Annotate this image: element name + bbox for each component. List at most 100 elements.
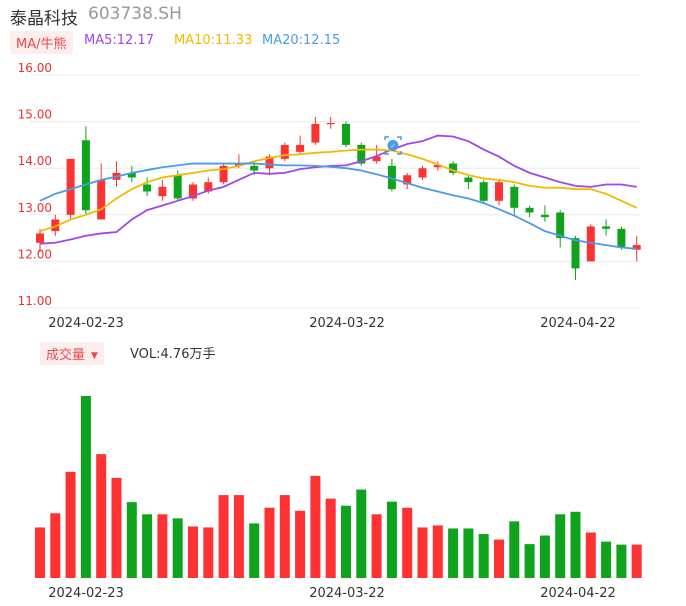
- volume-bar: [616, 544, 627, 578]
- volume-bar: [325, 498, 336, 578]
- candle-body: [372, 156, 381, 162]
- candle-body: [602, 226, 611, 229]
- volume-tag-label: 成交量: [46, 348, 86, 363]
- volume-bar: [386, 501, 397, 578]
- volume-series: [35, 396, 642, 578]
- price-grid: [30, 74, 640, 309]
- caret-down-icon: ▼: [91, 350, 98, 361]
- volume-bar: [448, 528, 459, 578]
- volume-bar: [249, 523, 260, 578]
- stock-code: 603738.SH: [88, 4, 182, 24]
- volume-bar: [432, 525, 443, 578]
- candle-body: [479, 182, 488, 201]
- candle-down: [602, 219, 611, 236]
- candle-up: [372, 144, 381, 164]
- x-tick-label: 2024-02-23: [48, 316, 124, 331]
- candle-body: [632, 245, 641, 250]
- candle-down: [540, 205, 549, 222]
- candle-body: [51, 219, 60, 232]
- candle-body: [280, 144, 289, 159]
- volume-bar: [218, 495, 229, 578]
- candle-down: [81, 126, 90, 215]
- volume-bar: [494, 539, 504, 578]
- candle-up: [112, 161, 121, 187]
- candle-body: [250, 165, 259, 171]
- volume-bar: [157, 514, 168, 578]
- candle-body: [204, 182, 213, 192]
- candle-down: [510, 184, 519, 215]
- volume-bar: [111, 477, 122, 578]
- candle-up: [433, 161, 442, 171]
- candle-body: [540, 214, 549, 218]
- ma5-line: [39, 134, 637, 245]
- y-tick-label: 12.00: [18, 247, 52, 261]
- volume-bar: [188, 526, 198, 578]
- candle-body: [586, 226, 595, 262]
- ma-indicator-selector[interactable]: MA/牛熊: [10, 31, 73, 54]
- volume-indicator-selector[interactable]: 成交量 ▼: [40, 342, 104, 365]
- volume-bar: [356, 489, 367, 578]
- candle-body: [219, 165, 228, 183]
- volume-bar: [65, 471, 76, 578]
- volume-bar: [631, 544, 642, 578]
- candle-body: [296, 144, 305, 152]
- candle-body: [357, 144, 366, 164]
- candle-up: [189, 182, 197, 201]
- candle-body: [525, 207, 534, 213]
- candle-down: [342, 121, 350, 148]
- ma20-line: [39, 162, 637, 250]
- stock-name: 泰晶科技: [10, 9, 78, 29]
- volume-date-axis-labels: 2024-02-23 2024-03-22 2024-04-22: [48, 586, 616, 601]
- candle-up: [296, 135, 305, 155]
- candle-body: [617, 228, 626, 248]
- y-tick-label: 15.00: [18, 108, 52, 122]
- candle-down: [127, 165, 136, 183]
- volume-bar: [371, 514, 382, 578]
- volume-bar: [295, 510, 306, 578]
- candle-body: [326, 122, 335, 125]
- candle-up: [158, 179, 167, 201]
- candle-up: [51, 214, 60, 236]
- candle-down: [479, 179, 488, 204]
- y-tick-label: 16.00: [18, 61, 52, 75]
- svg-text:✓: ✓: [390, 143, 395, 150]
- volume-bar: [80, 396, 91, 578]
- y-tick-label: 11.00: [18, 294, 52, 308]
- volume-bar: [233, 495, 244, 578]
- volume-bar: [570, 511, 581, 578]
- volume-bar: [279, 495, 290, 578]
- candle-body: [556, 212, 565, 239]
- volume-bar: [142, 514, 153, 578]
- candle-body: [97, 179, 106, 220]
- candle-body: [342, 123, 350, 145]
- volume-bar: [539, 535, 550, 578]
- candle-up: [280, 142, 289, 162]
- candle-up: [418, 165, 427, 180]
- candle-body: [510, 186, 519, 208]
- candle-down: [556, 210, 565, 248]
- candle-body: [464, 177, 473, 183]
- candlestick-series: [36, 116, 641, 281]
- candle-body: [418, 168, 427, 178]
- ma10-legend: MA10:11.33: [174, 33, 253, 48]
- focus-target-icon[interactable]: ✓: [384, 136, 402, 155]
- volume-bar: [172, 518, 183, 578]
- moving-average-lines: [39, 134, 638, 250]
- candle-down: [143, 177, 152, 197]
- volume-bar: [417, 527, 428, 578]
- ma10-line: [39, 148, 638, 232]
- candle-body: [189, 184, 197, 199]
- x-tick-label: 2024-02-23: [48, 586, 124, 601]
- volume-value: VOL:4.76万手: [130, 347, 216, 362]
- volume-bar: [126, 502, 137, 578]
- candle-down: [525, 205, 534, 218]
- volume-bar: [203, 527, 214, 578]
- candle-body: [127, 172, 136, 178]
- candle-up: [311, 116, 320, 145]
- x-tick-label: 2024-03-22: [309, 316, 385, 331]
- candle-down: [617, 226, 626, 250]
- candle-body: [571, 238, 580, 269]
- candle-body: [173, 175, 182, 199]
- x-tick-label: 2024-04-22: [540, 586, 616, 601]
